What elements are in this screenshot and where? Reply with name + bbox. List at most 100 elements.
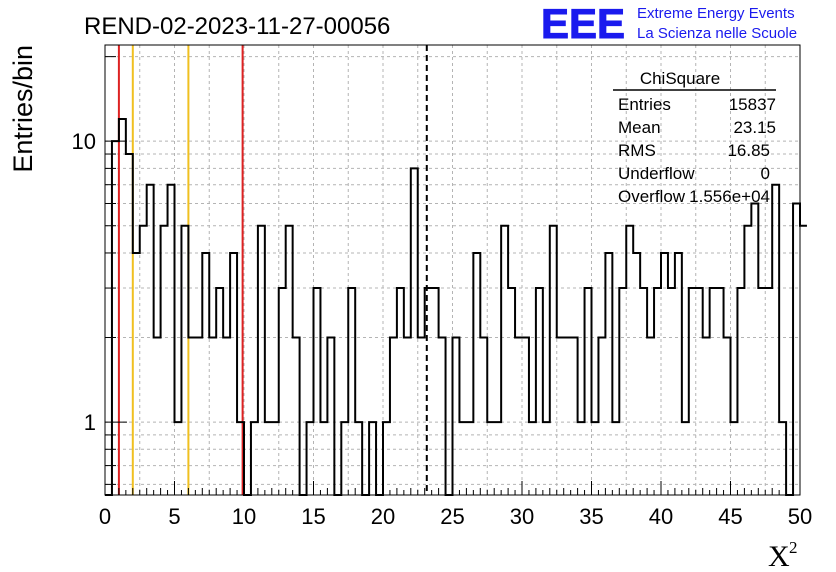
histogram-bin [647, 338, 654, 495]
x-tick-label: 15 [301, 504, 325, 529]
x-tick-label: 0 [99, 504, 111, 529]
x-tick-label: 45 [718, 504, 742, 529]
histogram-bin [293, 338, 300, 495]
stats-value-entries: 15837 [729, 95, 776, 114]
histogram-bin [793, 203, 800, 495]
histogram-bin [216, 288, 223, 495]
histogram-bin [202, 253, 209, 495]
stats-box: ChiSquare Entries 15837 Mean 23.15 RMS 1… [613, 69, 776, 206]
histogram-bin [633, 253, 640, 495]
stats-value-overflow: 1.556e+04 [689, 187, 770, 206]
histogram-bin [439, 338, 446, 495]
histogram-bin [717, 288, 724, 495]
histogram-bin [195, 338, 202, 495]
x-axis-label-superscript: 2 [789, 538, 798, 557]
stats-label-entries: Entries [618, 95, 671, 114]
y-tick-label: 10 [72, 129, 96, 154]
histogram-bin [411, 168, 418, 495]
logo-line1: Extreme Energy Events [637, 5, 795, 22]
histogram-bin [188, 338, 195, 495]
x-tick-label: 50 [788, 504, 812, 529]
histogram-bin [348, 288, 355, 495]
histogram-bin [161, 226, 168, 495]
histogram-bin [772, 185, 779, 495]
x-tick-label: 20 [371, 504, 395, 529]
stats-title: ChiSquare [640, 69, 720, 88]
histogram-bin [258, 226, 265, 495]
histogram-bin [140, 226, 147, 495]
stats-value-underflow: 0 [761, 164, 770, 183]
chart-title: REND-02-2023-11-27-00056 [84, 13, 390, 40]
stats-label-underflow: Underflow [618, 164, 695, 183]
histogram-bin [557, 338, 564, 495]
histogram-bin [314, 288, 321, 495]
x-tick-label: 30 [510, 504, 534, 529]
histogram-bin [564, 338, 571, 495]
histogram-bin [397, 288, 404, 495]
histogram-bin [473, 253, 480, 495]
x-tick-label: 5 [168, 504, 180, 529]
histogram-bin [279, 288, 286, 495]
histogram-bin [765, 288, 772, 495]
histogram-bin [585, 288, 592, 495]
histogram-bin [744, 226, 751, 495]
x-axis-label-base: X [768, 540, 790, 572]
histogram-bin [453, 338, 460, 495]
y-axis-label: Entries/bin [8, 45, 38, 173]
histogram-bin [126, 154, 133, 495]
histogram-bin [112, 141, 119, 495]
logo-mark: EEE [541, 0, 625, 47]
stats-value-mean: 23.15 [733, 118, 776, 137]
x-axis: 0 5 10 15 20 25 30 35 40 45 50 [99, 481, 812, 529]
stats-label-mean: Mean [618, 118, 661, 137]
histogram-bin [751, 203, 758, 495]
histogram-bin [703, 338, 710, 495]
stats-value-rms: 16.85 [727, 141, 770, 160]
histogram-bin [668, 288, 675, 495]
histogram-bin [598, 338, 605, 495]
histogram-bin [390, 338, 397, 495]
logo-line2: La Scienza nelle Scuole [637, 25, 797, 42]
histogram-outline [105, 117, 807, 496]
histogram-bin [619, 288, 626, 495]
histogram-bin [571, 338, 578, 495]
histogram-bin [327, 338, 334, 495]
histogram-bin [133, 253, 140, 495]
histogram-bin [147, 185, 154, 495]
histogram-bin [661, 253, 668, 495]
histogram-bin [800, 226, 807, 495]
histogram-bin [710, 288, 717, 495]
histogram-bin [119, 119, 126, 495]
histogram-bin [168, 185, 175, 495]
stats-label-rms: RMS [618, 141, 656, 160]
histogram-bin [230, 253, 237, 495]
histogram-bin [223, 338, 230, 495]
histogram-bin [404, 338, 411, 495]
histogram-bin [154, 338, 161, 495]
histogram-bin [696, 288, 703, 495]
histogram-bin [286, 226, 293, 495]
marker-lines [117, 45, 428, 495]
x-tick-label: 10 [232, 504, 256, 529]
x-axis-label: X 2 [768, 538, 798, 572]
histogram-bin [724, 338, 731, 495]
stats-label-overflow: Overflow [618, 187, 686, 206]
histogram-bin [181, 226, 188, 495]
histogram-bin [758, 288, 765, 495]
histogram-bin [640, 288, 647, 495]
x-tick-label: 40 [649, 504, 673, 529]
histogram-bin [675, 253, 682, 495]
histogram-bin [536, 288, 543, 495]
histogram-bin [508, 288, 515, 495]
histogram-bin [432, 288, 439, 495]
x-tick-label: 25 [440, 504, 464, 529]
histogram-bin [550, 226, 557, 495]
histogram-bin [209, 338, 216, 495]
y-tick-label: 1 [84, 410, 96, 435]
histogram-bin [480, 338, 487, 495]
y-axis: 1 10 [72, 56, 127, 485]
histogram-bin [522, 338, 529, 495]
histogram-bin [654, 288, 661, 495]
histogram-bin [515, 338, 522, 495]
